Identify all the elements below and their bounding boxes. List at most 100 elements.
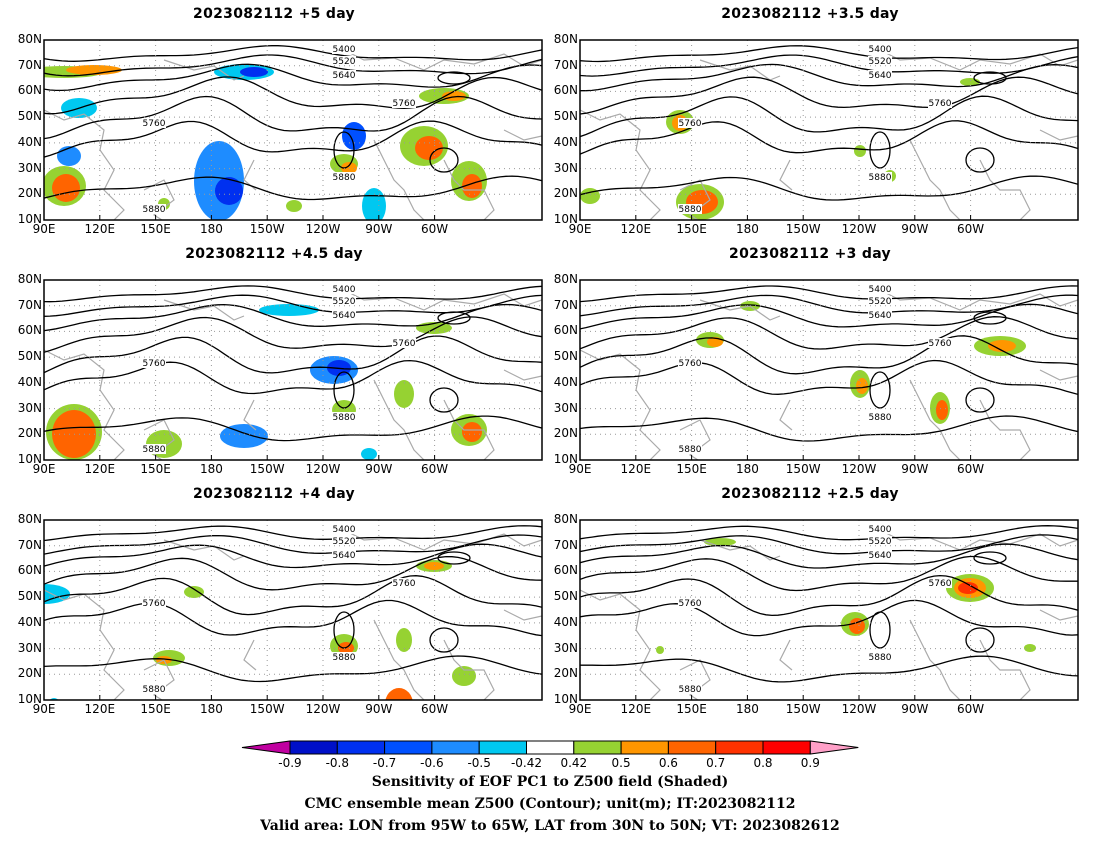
footer-line-1: Sensitivity of EOF PC1 to Z500 field (Sh… bbox=[371, 774, 729, 790]
z500-contour bbox=[869, 371, 891, 409]
lon-label: 150W bbox=[785, 462, 821, 476]
contour-label: 5880 bbox=[333, 173, 356, 183]
lat-label: 60N bbox=[17, 563, 42, 578]
z500-contour bbox=[429, 147, 459, 173]
z500-contour bbox=[437, 71, 471, 85]
coastline bbox=[909, 379, 961, 460]
map-plot: 5400 5520 5640 5760 5760 5880 5880 bbox=[43, 39, 543, 221]
colorbar-label: 0.7 bbox=[706, 756, 726, 770]
coastline bbox=[443, 159, 495, 220]
z500-contour bbox=[44, 120, 542, 158]
coastline bbox=[443, 399, 495, 460]
colorbar-cell bbox=[620, 740, 669, 755]
map-frame bbox=[43, 279, 543, 461]
colorbar-cell bbox=[573, 740, 622, 755]
contour-label: 5400 bbox=[869, 285, 892, 295]
lat-label: 40N bbox=[553, 614, 578, 629]
coastline bbox=[679, 419, 711, 460]
lon-label: 120W bbox=[841, 702, 877, 716]
lon-label: 120E bbox=[84, 222, 116, 236]
lon-label: 90E bbox=[568, 222, 592, 236]
contour-label: 5520 bbox=[869, 57, 892, 67]
z500-contour bbox=[580, 359, 1078, 396]
contour-label: 5640 bbox=[869, 311, 892, 321]
lat-label: 20N bbox=[553, 186, 578, 201]
coastline bbox=[243, 399, 257, 431]
map-plot: 5400 5520 5640 5760 5760 5880 5880 bbox=[43, 519, 543, 701]
z500-contour bbox=[973, 551, 1007, 565]
sensitivity-shade bbox=[240, 67, 268, 77]
lat-label: 60N bbox=[17, 83, 42, 98]
sensitivity-shade bbox=[286, 200, 302, 212]
lon-label: 150W bbox=[785, 222, 821, 236]
map-frame bbox=[43, 39, 543, 221]
colorbar-cell bbox=[384, 740, 433, 755]
lon-label: 180 bbox=[735, 702, 759, 716]
map-panel-6: 2023082112 +2.5 day 5400 5520 5640 5760 5760… bbox=[540, 486, 1080, 716]
sensitivity-shade bbox=[1024, 644, 1036, 652]
z500-contour bbox=[580, 574, 1078, 617]
colorbar-cell bbox=[762, 740, 811, 755]
contour-label: 5880 bbox=[869, 413, 892, 423]
lon-label: 180 bbox=[735, 222, 759, 236]
lat-label: 20N bbox=[17, 426, 42, 441]
colorbar-label: -0.9 bbox=[278, 756, 302, 770]
coastline bbox=[163, 539, 245, 561]
coastline bbox=[1039, 369, 1078, 381]
panel-title: 2023082112 +2.5 day bbox=[721, 486, 899, 502]
z500-contour bbox=[580, 45, 1078, 63]
coastline bbox=[243, 639, 257, 671]
sensitivity-shade bbox=[394, 380, 414, 408]
coastline bbox=[580, 589, 661, 700]
lon-label: 150E bbox=[676, 702, 707, 716]
z500-contour bbox=[580, 95, 1078, 138]
lon-label: 90E bbox=[568, 462, 592, 476]
lon-label: 180 bbox=[735, 462, 759, 476]
z500-contour bbox=[965, 387, 995, 413]
coastline bbox=[143, 179, 175, 220]
lat-label: 40N bbox=[17, 374, 42, 389]
contour-label: 5880 bbox=[143, 685, 166, 695]
colorbar-cell bbox=[478, 740, 528, 755]
lon-label: 60W bbox=[421, 462, 449, 476]
contour-label: 5640 bbox=[869, 551, 892, 561]
panel-title: 2023082112 +3 day bbox=[729, 246, 891, 262]
contour-label: 5640 bbox=[869, 71, 892, 81]
colorbar-label: -0.5 bbox=[467, 756, 491, 770]
sensitivity-shade bbox=[361, 448, 377, 460]
contour-label: 5400 bbox=[869, 45, 892, 55]
panel-title: 2023082112 +4.5 day bbox=[185, 246, 363, 262]
z500-contour bbox=[965, 627, 995, 653]
contour-label: 5640 bbox=[333, 71, 356, 81]
contour-label: 5880 bbox=[869, 173, 892, 183]
lat-label: 20N bbox=[553, 426, 578, 441]
lon-label: 150W bbox=[249, 222, 285, 236]
coastline bbox=[503, 369, 542, 381]
contour-label: 5760 bbox=[393, 339, 416, 349]
lat-label: 70N bbox=[17, 297, 42, 312]
coastline bbox=[909, 139, 961, 220]
lat-label: 30N bbox=[553, 400, 578, 415]
coastline bbox=[779, 159, 793, 191]
lon-label: 60W bbox=[421, 702, 449, 716]
sensitivity-shade bbox=[452, 666, 476, 686]
contour-label: 5760 bbox=[393, 579, 416, 589]
sensitivity-shade bbox=[656, 646, 664, 654]
contour-label: 5520 bbox=[869, 537, 892, 547]
z500-contour bbox=[580, 120, 1078, 155]
lon-label: 90E bbox=[32, 462, 56, 476]
lon-label: 90W bbox=[901, 462, 929, 476]
contour-label: 5880 bbox=[143, 205, 166, 215]
lon-label: 120E bbox=[84, 702, 116, 716]
colorbar-cell bbox=[431, 740, 480, 755]
z500-contour bbox=[44, 175, 542, 201]
colorbar-label: -0.42 bbox=[510, 756, 543, 770]
lat-label: 80N bbox=[17, 32, 42, 46]
map-frame bbox=[43, 519, 543, 701]
lat-label: 50N bbox=[17, 109, 42, 124]
z500-contour bbox=[965, 147, 995, 173]
lat-label: 60N bbox=[553, 323, 578, 338]
contour-label: 5760 bbox=[929, 579, 952, 589]
lat-label: 60N bbox=[553, 563, 578, 578]
lon-label: 150E bbox=[140, 702, 171, 716]
